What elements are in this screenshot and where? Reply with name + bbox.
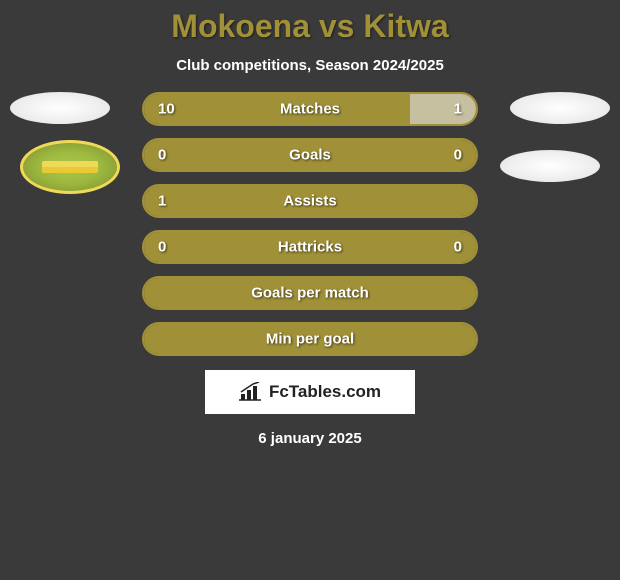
stat-label: Goals per match: [144, 285, 476, 302]
stat-bar: Hattricks0 0: [142, 230, 478, 264]
stat-value-left: 0: [158, 147, 166, 164]
stat-value-left: 0: [158, 239, 166, 256]
chart-icon: [239, 382, 263, 402]
comparison-card: Mokoena vs Kitwa Club competitions, Seas…: [0, 0, 620, 447]
stat-row: Goals0 0: [0, 138, 620, 172]
stat-value-left: 10: [158, 101, 175, 118]
stat-bar: Min per goal: [142, 322, 478, 356]
footer-brand: FcTables.com: [269, 382, 381, 402]
stat-value-right: 0: [454, 147, 462, 164]
stats-list: Matches101Goals00Assists1Hattricks00Goal…: [0, 92, 620, 356]
stat-bar: Goals0 0: [142, 138, 478, 172]
page-title: Mokoena vs Kitwa: [0, 8, 620, 45]
stat-label: Assists: [144, 193, 476, 210]
stat-row: Hattricks0 0: [0, 230, 620, 264]
stat-label: Min per goal: [144, 331, 476, 348]
stats-area: Matches101Goals00Assists1Hattricks00Goal…: [0, 92, 620, 356]
stat-row: Goals per match: [0, 276, 620, 310]
stat-bar: Matches10 1: [142, 92, 478, 126]
stat-row: Assists1: [0, 184, 620, 218]
footer-date: 6 january 2025: [0, 430, 620, 447]
stat-label: Hattricks: [144, 239, 476, 256]
stat-label: Goals: [144, 147, 476, 164]
stat-row: Matches10 1: [0, 92, 620, 126]
footer-logo[interactable]: FcTables.com: [205, 370, 415, 414]
subtitle: Club competitions, Season 2024/2025: [0, 57, 620, 74]
stat-value-left: 1: [158, 193, 166, 210]
stat-row: Min per goal: [0, 322, 620, 356]
stat-bar: Assists1: [142, 184, 478, 218]
stat-value-right: 0: [454, 239, 462, 256]
stat-label: Matches: [144, 101, 476, 118]
stat-bar: Goals per match: [142, 276, 478, 310]
stat-value-right: 1: [454, 101, 462, 118]
